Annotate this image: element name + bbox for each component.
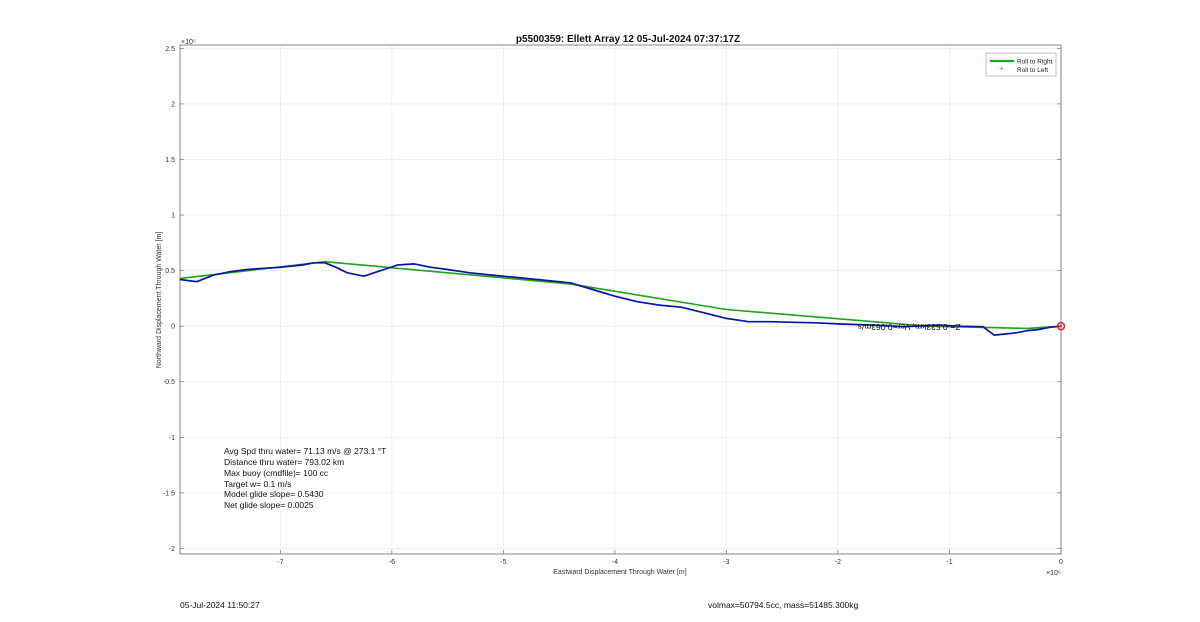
y-tick-label: 0 [171, 324, 175, 331]
x-axis-label: Eastward Displacement Through Water [m] [553, 569, 686, 576]
x-tick-label: -5 [500, 559, 506, 566]
y-tick-label: -0.5 [163, 379, 175, 386]
series [179, 260, 1062, 336]
stat-target-w: Target w= 0.1 m/s [224, 479, 291, 489]
x-tick-label: -1 [946, 559, 952, 566]
x-tick-label: 0 [1059, 559, 1063, 566]
stat-net-glide-slope: Net glide slope= 0.0025 [224, 500, 314, 510]
x-tick-label: -2 [835, 559, 841, 566]
end-marker [1056, 321, 1066, 331]
x-tick-label: -7 [277, 559, 283, 566]
end-marker-dot [1059, 324, 1063, 328]
y-tick-label: -2 [169, 546, 175, 553]
legend-label-roll-left: Roll to Left [1017, 67, 1048, 74]
series-line-track [179, 261, 1062, 336]
y-tick-label: 1.5 [165, 157, 175, 164]
y-axis-label: Northward Displacement Through Water [m] [156, 232, 163, 369]
series-line-roll-right [179, 260, 1062, 330]
x-tick-label: -3 [723, 559, 729, 566]
stats-block: Avg Spd thru water= 71.13 m/s @ 273.1 °T… [224, 446, 386, 510]
y-tick-label: 2 [171, 101, 175, 108]
stat-distance: Distance thru water= 793.02 km [224, 457, 344, 467]
footer-timestamp: 05-Jul-2024 11:50:27 [180, 600, 260, 610]
legend-marker-roll-left: * [1000, 66, 1004, 74]
y-tick-label: -1 [169, 435, 175, 442]
y-tick-label: 2.5 [165, 46, 175, 53]
stat-avg-speed: Avg Spd thru water= 71.13 m/s @ 273.1 °T [224, 446, 386, 456]
footer-vol-mass: volmax=50794.5cc, mass=51485.300kg [708, 600, 859, 610]
plot-frame [179, 44, 1062, 555]
x-tick-label: -4 [612, 559, 618, 566]
depth-velocity-annotation: Z=-0.533km, Ver=0.063m/s [858, 322, 961, 332]
y-tick-label: 1 [171, 213, 175, 220]
legend: Roll to Right * Roll to Left [985, 52, 1057, 77]
annotations: Z=-0.533km, Ver=0.063m/s [858, 321, 1066, 332]
stat-model-glide-slope: Model glide slope= 0.5430 [224, 489, 324, 499]
x-tick-label: -6 [389, 559, 395, 566]
legend-box [985, 52, 1057, 77]
x-ticks: -7 -6 -5 -4 -3 -2 -1 0 [277, 550, 1063, 566]
x-exponent: ×10⁵ [1046, 570, 1061, 577]
y-tick-label: -1.5 [163, 490, 175, 497]
y-exponent: ×10⁵ [181, 39, 196, 46]
y-tick-label: 0.5 [165, 268, 175, 275]
stat-max-buoy: Max buoy (cmdfile)= 100 cc [224, 468, 329, 478]
legend-label-roll-right: Roll to Right [1017, 59, 1053, 66]
chart-title: p5500359: Ellett Array 12 05-Jul-2024 07… [516, 34, 740, 45]
